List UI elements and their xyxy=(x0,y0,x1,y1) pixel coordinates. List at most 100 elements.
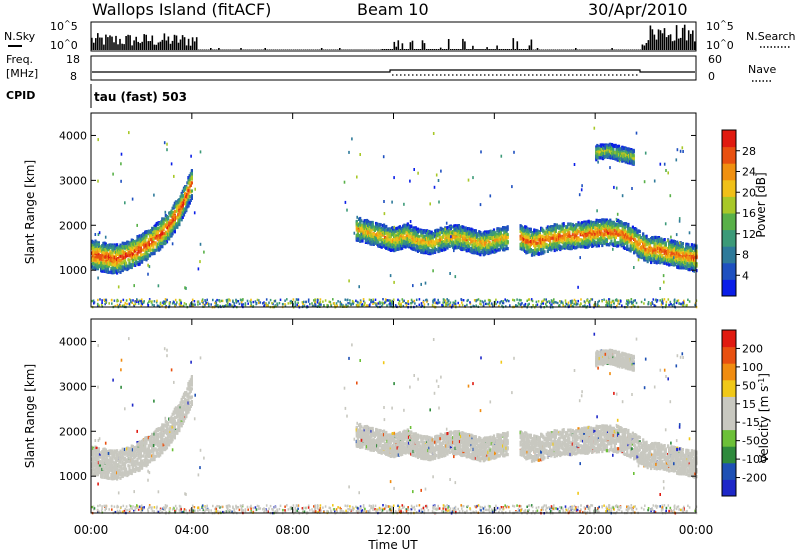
nsky-bar xyxy=(667,35,670,50)
nsky-bar xyxy=(450,49,452,50)
nsky-bar xyxy=(187,38,190,50)
power-cell xyxy=(371,220,374,225)
power-cell xyxy=(164,218,167,222)
power-cell xyxy=(584,229,587,233)
power-cell xyxy=(601,225,604,229)
power-cell xyxy=(524,225,527,229)
power-cell xyxy=(581,230,585,234)
freq-tick-bottom: 8 xyxy=(70,70,77,83)
power-cell xyxy=(555,238,558,242)
power-cell xyxy=(167,217,170,221)
power-cell xyxy=(130,254,133,258)
power-cell xyxy=(601,220,604,224)
power-cell xyxy=(171,211,174,215)
power-cell xyxy=(472,245,475,249)
power-cell xyxy=(605,237,608,241)
power-cell xyxy=(125,245,128,249)
nsky-bar xyxy=(498,49,500,50)
power-cell xyxy=(628,226,631,231)
power-cell xyxy=(626,244,629,248)
power-cell xyxy=(373,228,376,232)
nsky-bar xyxy=(318,49,321,50)
power-cell xyxy=(418,248,421,252)
power-cell xyxy=(364,240,367,244)
power-cell xyxy=(524,235,527,239)
power-cell xyxy=(356,237,359,241)
power-cell xyxy=(142,248,145,252)
nsky-bar xyxy=(310,49,313,50)
power-cell xyxy=(415,232,418,236)
power-cell xyxy=(526,250,529,254)
power-cell xyxy=(562,241,565,245)
power-cell xyxy=(109,252,112,256)
power-cell xyxy=(642,233,645,237)
power-cell xyxy=(436,234,439,238)
power-cell xyxy=(642,244,645,248)
power-cell xyxy=(355,220,358,224)
power-cell xyxy=(498,233,501,237)
power-cell xyxy=(177,220,180,224)
power-cell xyxy=(108,255,111,259)
power-cell xyxy=(479,246,482,251)
power-cell xyxy=(592,223,595,227)
power-cell xyxy=(389,232,392,236)
power-cell xyxy=(185,205,188,210)
power-cell xyxy=(173,230,176,234)
nsky-bar xyxy=(659,30,662,50)
nsky-bar xyxy=(268,49,271,50)
power-cell xyxy=(570,227,573,231)
power-cell xyxy=(184,201,187,205)
power-cell xyxy=(181,206,184,210)
power-cell xyxy=(629,238,632,242)
power-cell xyxy=(537,252,540,256)
nsky-bar xyxy=(171,40,174,50)
power-cell xyxy=(604,225,607,229)
power-cell xyxy=(121,256,124,260)
power-cell xyxy=(575,227,578,231)
nsky-bar xyxy=(393,41,396,50)
power-cell xyxy=(640,239,644,244)
power-cell xyxy=(129,250,132,254)
nsky-bar xyxy=(274,49,277,50)
nsky-bar xyxy=(460,49,462,50)
power-cell xyxy=(532,251,535,256)
power-cell xyxy=(431,235,434,239)
power-cell xyxy=(570,236,573,240)
power-cell xyxy=(164,224,167,228)
power-cell xyxy=(155,242,158,246)
power-cell xyxy=(634,246,637,250)
power-cell xyxy=(552,225,555,229)
power-cell xyxy=(162,227,165,231)
power-cell xyxy=(406,231,409,235)
nsky-bar xyxy=(369,49,371,50)
nsky-tick-bottom: 10^0 xyxy=(50,38,78,52)
power-cell xyxy=(541,234,544,238)
nsky-bar xyxy=(99,37,101,50)
nsky-bar xyxy=(665,37,668,50)
power-cell xyxy=(389,230,392,234)
nsky-bar xyxy=(456,49,458,50)
power-cell xyxy=(136,261,139,265)
power-cell xyxy=(109,250,112,254)
nsky-bar xyxy=(522,49,525,50)
power-cell xyxy=(465,241,468,245)
power-cell xyxy=(403,236,406,240)
power-cell xyxy=(482,248,485,252)
nsky-bar xyxy=(573,49,575,50)
nsky-bar xyxy=(425,49,428,50)
power-cell xyxy=(135,241,138,245)
power-cell xyxy=(587,236,590,240)
power-cell xyxy=(526,230,529,234)
nsky-bar xyxy=(494,49,496,50)
power-cell xyxy=(373,235,376,239)
nsky-bar xyxy=(252,49,254,50)
power-cell xyxy=(95,264,98,269)
nsky-bar xyxy=(540,49,543,50)
power-cell xyxy=(410,224,413,229)
power-cell xyxy=(108,248,111,252)
power-cell xyxy=(486,250,489,254)
power-cell xyxy=(498,238,501,243)
power-cell xyxy=(440,241,443,245)
nsky-bar xyxy=(516,41,519,50)
